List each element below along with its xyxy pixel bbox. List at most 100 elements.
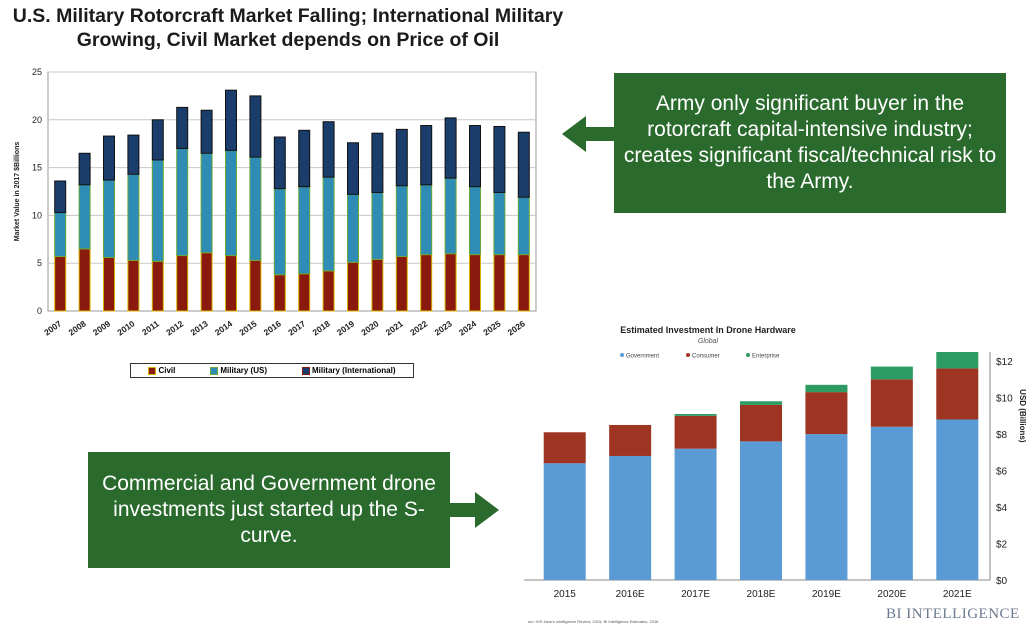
- drone-y-axis-label: USD (Billions): [1018, 389, 1026, 443]
- bar-2014-military-us: [225, 149, 237, 257]
- bar-2026-civil: [517, 254, 530, 312]
- y-axis-label: Market Value in 2017 $Billions: [14, 142, 21, 242]
- page-title: U.S. Military Rotorcraft Market Falling;…: [12, 5, 564, 51]
- drone-y-tick-label-2: $4: [996, 503, 1008, 514]
- bar-2009-military-us: [103, 179, 115, 258]
- legend-swatch-military-us: [210, 366, 219, 375]
- legend-item-military-us: Military (US): [210, 366, 267, 375]
- bar-2017-civil: [298, 273, 311, 312]
- drone-x-tick-label-2015: 2015: [554, 589, 577, 600]
- bar-2024-military-us: [469, 186, 481, 256]
- bar-2011-military-intl: [151, 119, 164, 161]
- bar-2011-military-us: [151, 159, 164, 262]
- legend-label-military-intl: Military (International): [311, 366, 396, 375]
- y-tick-label-1: 5: [37, 258, 42, 268]
- bar-2021-civil: [395, 256, 408, 312]
- drone-x-tick-label-2020E: 2020E: [877, 589, 906, 600]
- bar-2015-military-intl: [249, 95, 262, 158]
- drone-bar-2018E-enterprise: [740, 401, 782, 405]
- drone-y-tick-label-5: $10: [996, 394, 1013, 405]
- drone-bar-2019E-government: [805, 434, 848, 580]
- bar-2020-civil: [371, 258, 384, 312]
- bar-2020-military-us: [371, 191, 384, 260]
- drone-bar-2019E-consumer: [805, 392, 848, 435]
- x-tick-label-2019: 2019: [335, 318, 356, 337]
- bar-2015-military-us: [249, 156, 262, 261]
- bar-2023-military-us: [444, 177, 457, 255]
- army-callout: Army only significant buyer in the rotor…: [614, 73, 1006, 213]
- bar-2023-military-intl: [444, 117, 457, 179]
- bar-2026-military-us: [517, 196, 530, 256]
- bar-2016-military-intl: [273, 136, 286, 190]
- bar-2020-military-intl: [371, 132, 384, 193]
- x-tick-label-2011: 2011: [140, 318, 161, 337]
- x-tick-label-2009: 2009: [91, 318, 112, 337]
- drone-x-tick-label-2018E: 2018E: [747, 589, 776, 600]
- bar-2018-civil: [322, 270, 335, 312]
- bar-2019-military-us: [347, 193, 359, 263]
- drone-bar-2018E-consumer: [740, 404, 782, 442]
- bar-2010-civil: [127, 259, 140, 312]
- x-tick-label-2016: 2016: [262, 318, 283, 337]
- drone-y-tick-label-3: $6: [996, 467, 1008, 478]
- drone-bar-2017E-government: [674, 448, 717, 580]
- bar-2010-military-intl: [127, 134, 140, 175]
- drone-x-tick-label-2017E: 2017E: [681, 589, 710, 600]
- rotorcraft-legend: Civil Military (US) Military (Internatio…: [130, 363, 414, 378]
- x-tick-label-2024: 2024: [457, 318, 478, 337]
- drone-x-tick-label-2016E: 2016E: [616, 589, 645, 600]
- x-tick-label-2023: 2023: [433, 318, 454, 337]
- legend-swatch-civil: [148, 366, 157, 375]
- bar-2021-military-us: [395, 185, 408, 258]
- bar-2009-military-intl: [103, 135, 115, 181]
- bar-2013-civil: [200, 252, 213, 312]
- bar-2008-military-us: [78, 184, 91, 250]
- drone-bar-2017E-enterprise: [674, 414, 717, 416]
- drone-chart: Estimated Investment In Drone Hardware Gl…: [524, 325, 1026, 600]
- drone-legend-label-consumer: Consumer: [692, 354, 720, 360]
- drone-legend-label-enterprise: Enterprise: [752, 354, 780, 360]
- bar-2021-military-intl: [395, 128, 408, 187]
- bar-2019-military-intl: [347, 142, 359, 195]
- drone-bar-2015-consumer: [543, 432, 586, 464]
- drone-y-tick-label-6: $12: [996, 357, 1013, 368]
- bar-2022-military-intl: [420, 125, 433, 186]
- drone-bar-2017E-consumer: [674, 415, 717, 449]
- x-tick-label-2012: 2012: [164, 318, 185, 337]
- drone-chart-subtitle: Global: [698, 338, 719, 345]
- bar-2007-military-intl: [54, 180, 67, 214]
- x-tick-label-2017: 2017: [286, 318, 307, 337]
- legend-label-civil: Civil: [158, 366, 176, 375]
- source-note: src: IHS Jane's Intelligence Review, 201…: [528, 619, 659, 624]
- plot-area: [47, 71, 537, 312]
- bar-2008-civil: [78, 248, 91, 312]
- right-arrow-icon: [449, 492, 499, 528]
- bar-2024-military-intl: [469, 125, 481, 188]
- drone-callout: Commercial and Government drone investme…: [88, 452, 450, 568]
- legend-item-military-intl: Military (International): [301, 366, 396, 375]
- bar-2013-military-us: [200, 152, 213, 254]
- drone-bar-2021E-consumer: [936, 368, 979, 420]
- bar-2007-civil: [54, 256, 67, 312]
- bar-2025-military-us: [493, 191, 506, 256]
- bar-2014-civil: [225, 255, 237, 312]
- x-tick-label-2014: 2014: [213, 318, 234, 337]
- bar-2012-military-intl: [176, 106, 189, 149]
- bar-2014-military-intl: [225, 89, 237, 151]
- drone-callout-text: Commercial and Government drone investme…: [102, 472, 436, 547]
- bar-2012-civil: [176, 255, 189, 312]
- drone-bar-2020E-government: [870, 426, 913, 580]
- bar-2022-civil: [420, 254, 433, 312]
- drone-x-tick-label-2021E: 2021E: [943, 589, 972, 600]
- drone-bar-2019E-enterprise: [805, 384, 848, 393]
- drone-x-tick-label-2019E: 2019E: [812, 589, 841, 600]
- drone-bar-2021E-enterprise: [936, 352, 979, 369]
- x-tick-label-2025: 2025: [481, 318, 502, 337]
- x-tick-label-2013: 2013: [189, 318, 210, 337]
- x-tick-label-2021: 2021: [384, 318, 405, 337]
- drone-legend-swatch-enterprise: [746, 353, 750, 357]
- drone-legend-label-government: Government: [626, 354, 659, 360]
- bar-2012-military-us: [176, 147, 189, 257]
- drone-bar-2020E-consumer: [870, 379, 913, 427]
